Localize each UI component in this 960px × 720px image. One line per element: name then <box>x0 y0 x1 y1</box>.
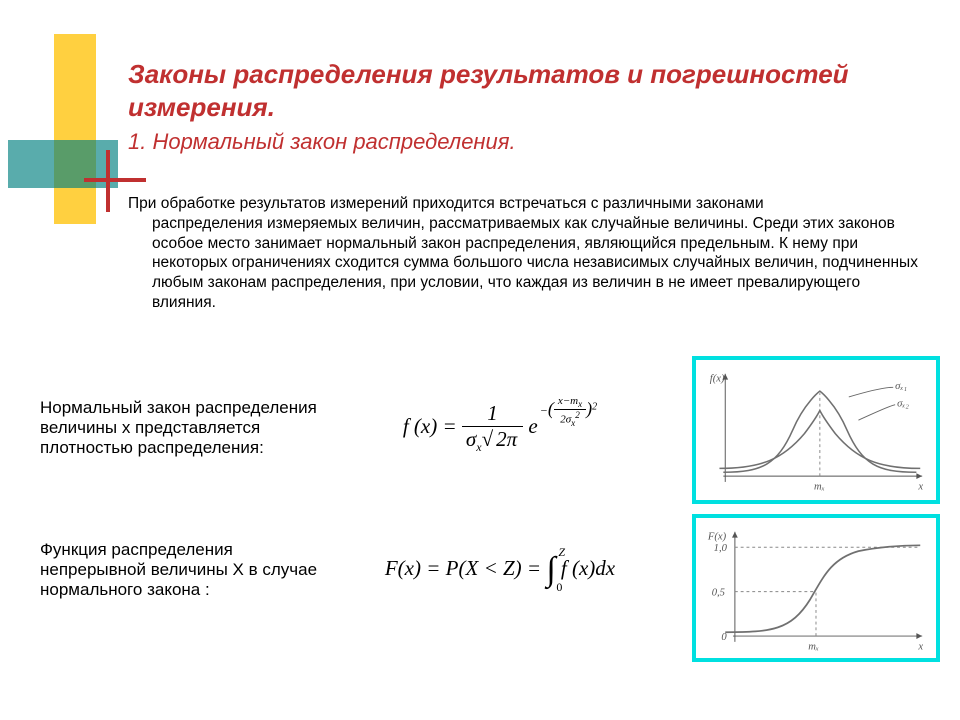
f1-den: σx√2π <box>462 427 523 455</box>
f1-exp-den-sq: 2 <box>575 410 580 420</box>
cdf-svg: F(x) x 1,0 0,5 0 mₓ <box>704 526 928 653</box>
cdf-ylabel: F(x) <box>707 532 727 543</box>
f1-e: e <box>528 414 537 438</box>
cdf-chart: F(x) x 1,0 0,5 0 mₓ <box>692 514 940 662</box>
title-sub: 1. Нормальный закон распределения. <box>128 129 908 155</box>
decor-yellow-bar <box>54 34 96 224</box>
pdf-chart: f(x) x mₓ σₓ₁ σₓ₂ <box>692 356 940 504</box>
f1-fraction: 1 σx√2π <box>462 401 523 455</box>
f1-exp-num: x−m <box>558 395 578 407</box>
pdf-mx: mₓ <box>814 482 825 493</box>
pdf-svg: f(x) x mₓ σₓ₁ σₓ₂ <box>704 368 928 495</box>
pdf-sigma1: σₓ₁ <box>895 381 907 392</box>
cdf-y0: 0 <box>721 632 727 643</box>
density-text: Нормальный закон распределения величины … <box>40 398 340 458</box>
int-upper: Z <box>558 545 565 560</box>
cdf-curve <box>725 545 920 632</box>
cdf-xlabel: x <box>917 642 923 653</box>
cdf-y1: 1,0 <box>714 543 728 554</box>
title-main: Законы распределения результатов и погре… <box>128 58 908 123</box>
f2-integrand: f (x)dx <box>561 556 615 580</box>
cdf-mx: mₓ <box>808 642 819 653</box>
integral-sign: ∫ Z 0 <box>546 551 555 589</box>
f1-lhs: f (x) = <box>403 414 457 438</box>
f1-exp-den: 2σ <box>560 414 571 426</box>
f1-exp-sq: 2 <box>592 401 597 412</box>
pdf-sigma2: σₓ₂ <box>897 399 909 410</box>
int-lower: 0 <box>556 580 562 595</box>
pdf-xlabel: x <box>917 482 923 493</box>
intro-paragraph: При обработке результатов измерений прих… <box>128 194 918 313</box>
f2-lhs: F(x) = P(X < Z) = <box>385 556 541 580</box>
paragraph-rest: распределения измеряемых величин, рассма… <box>128 214 918 313</box>
pdf-curve-narrow <box>723 391 916 472</box>
f1-exp-num-sub: x <box>578 399 582 409</box>
pdf-ylabel: f(x) <box>710 374 725 385</box>
f1-num: 1 <box>462 401 523 427</box>
f1-exp-minus: − <box>540 403 548 417</box>
f1-root: 2π <box>494 426 519 451</box>
decor-red-vertical <box>106 150 110 212</box>
cdf-text: Функция распределения непрерывной величи… <box>40 540 340 600</box>
title-block: Законы распределения результатов и погре… <box>128 58 908 155</box>
cdf-formula: F(x) = P(X < Z) = ∫ Z 0 f (x)dx <box>340 551 660 589</box>
f1-exponent: −( x−mx 2σx2 )2 <box>540 395 597 428</box>
density-formula: f (x) = 1 σx√2π e −( x−mx 2σx2 )2 <box>340 401 660 455</box>
cdf-y05: 0,5 <box>712 588 725 599</box>
paragraph-first-line: При обработке результатов измерений прих… <box>128 195 764 212</box>
f1-sigma: σ <box>466 427 476 451</box>
decor-red-horizontal <box>84 178 146 182</box>
